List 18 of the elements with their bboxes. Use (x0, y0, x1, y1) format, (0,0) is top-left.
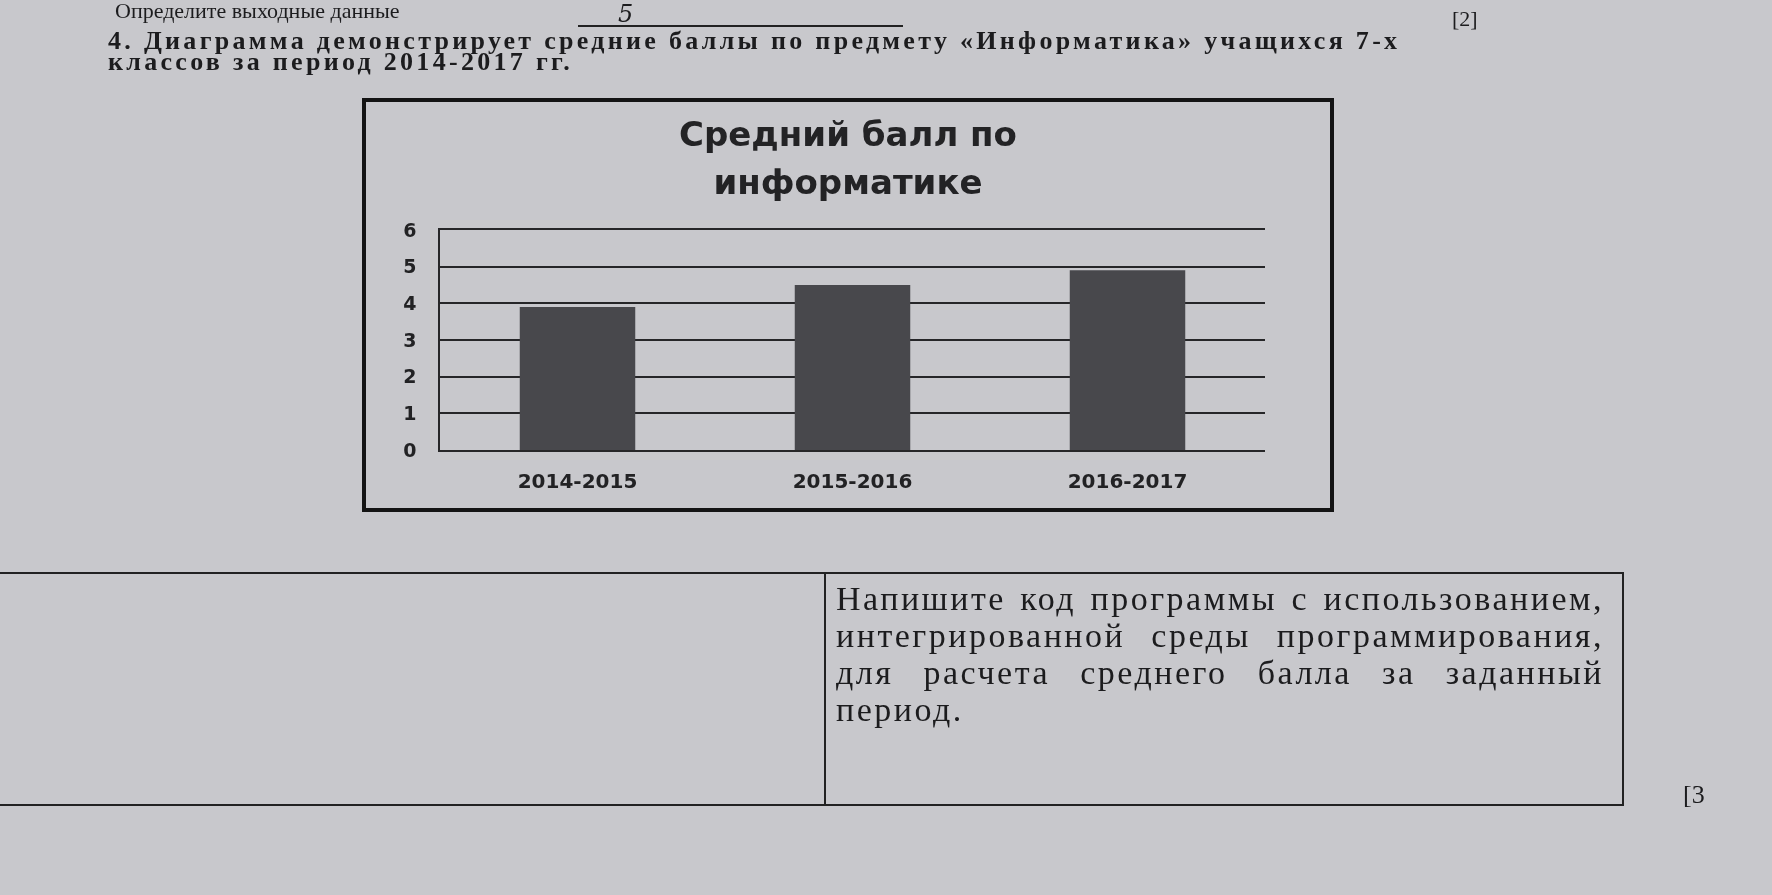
y-tick-label: 2 (403, 365, 417, 388)
x-tick-label: 2015-2016 (792, 468, 913, 493)
text: 5 (618, 0, 634, 28)
chart-title: Средний балл по информатике (678, 113, 1018, 204)
x-tick-label: 2016-2017 (1067, 468, 1188, 493)
y-tick-label: 1 (403, 401, 417, 424)
x-tick-label: 2014-2015 (517, 468, 638, 493)
y-tick-label: 5 (403, 255, 417, 278)
text: 4. Диаграмма демонстрирует средние баллы по предмету «Информатика» учащихся 7-х классов за период 2014-2017 гг. (108, 26, 1402, 76)
text: [3 (1683, 780, 1705, 810)
text: Напишите код программы с использованием, интегрированной среды программирования, для расчета среднего балла за заданный период. (836, 580, 1604, 728)
chart-frame: 2014-2015 2015-2016 2016-2017 0 1 2 3 4 5 6 Средний балл по информатике (362, 98, 1334, 512)
y-tick-label: 0 (403, 438, 417, 461)
y-tick-label: 6 (403, 218, 417, 241)
text: [2] (1452, 6, 1478, 32)
text: Определите выходные данные (115, 0, 400, 24)
y-tick-label: 4 (403, 291, 417, 314)
y-tick-label: 3 (403, 328, 417, 351)
